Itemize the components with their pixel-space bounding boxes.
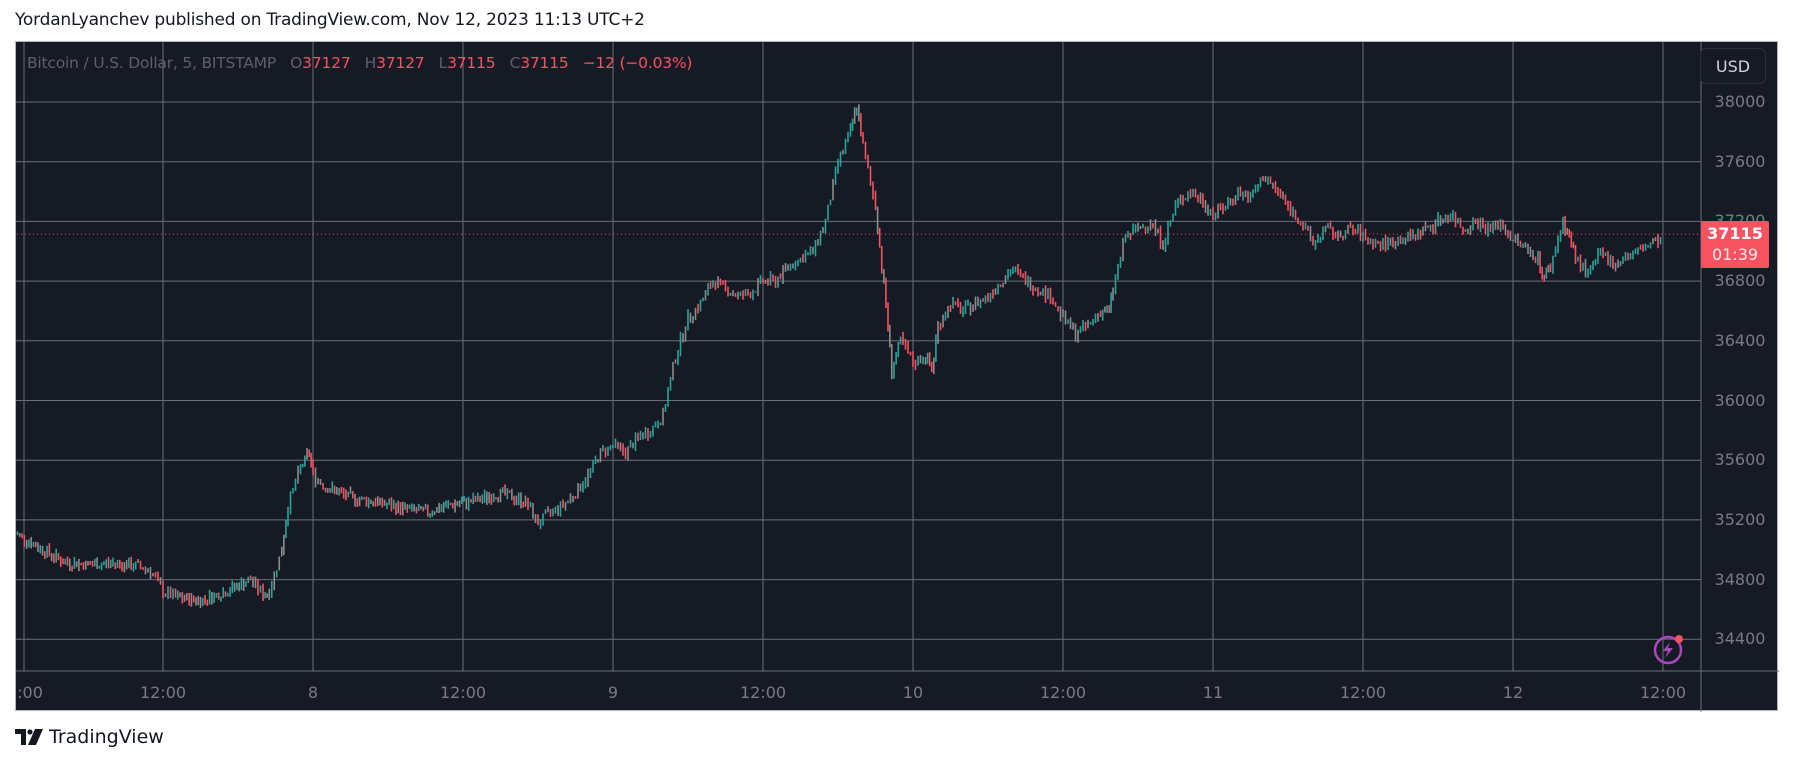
time-tick-label: 12:00 <box>439 683 487 702</box>
price-tick-label: 34800 <box>1714 569 1766 589</box>
price-tick-label: 35600 <box>1714 450 1766 470</box>
price-tick-label: 38000 <box>1714 92 1766 111</box>
high-key: H <box>364 54 377 72</box>
price-chart-canvas[interactable] <box>16 42 1779 712</box>
symbol-name: Bitcoin / U.S. Dollar, 5, BITSTAMP <box>27 54 276 72</box>
time-tick-label: 8 <box>307 683 319 702</box>
high-value: 37127 <box>376 54 425 72</box>
bar-countdown: 01:39 <box>1711 245 1759 264</box>
time-tick-label: 12:00 <box>739 683 787 702</box>
time-tick-label: 12:00 <box>1039 683 1087 702</box>
last-price: 37115 <box>1707 224 1763 243</box>
time-tick-label: 10 <box>902 683 924 702</box>
change-value: −12 (−0.03%) <box>582 54 693 72</box>
price-tick-label: 36800 <box>1714 271 1766 291</box>
tradingview-logo-icon <box>15 729 43 745</box>
publisher-line: YordanLyanchev published on TradingView.… <box>15 10 645 30</box>
brand-name: TradingView <box>49 726 164 748</box>
time-tick-label: 12:00 <box>1639 683 1687 702</box>
price-tick-label: 35200 <box>1714 509 1766 529</box>
close-key: C <box>509 54 521 72</box>
time-tick-label: 11 <box>1202 683 1224 702</box>
chart-pane[interactable]: Bitcoin / U.S. Dollar, 5, BITSTAMP O3712… <box>15 41 1779 712</box>
low-key: L <box>438 54 448 72</box>
open-value: 37127 <box>302 54 351 72</box>
price-tick-label: 37600 <box>1714 151 1766 171</box>
lightning-icon[interactable] <box>1652 632 1686 666</box>
time-tick-label: 12 <box>1502 683 1524 702</box>
time-tick-label: :00 <box>17 683 43 702</box>
symbol-legend: Bitcoin / U.S. Dollar, 5, BITSTAMP O3712… <box>27 54 692 72</box>
low-value: 37115 <box>447 54 496 72</box>
close-value: 37115 <box>520 54 569 72</box>
last-price-tag: 37115 01:39 <box>1701 221 1769 268</box>
price-tick-label: 36400 <box>1714 330 1766 350</box>
price-tick-label: 34400 <box>1714 629 1766 649</box>
time-tick-label: 12:00 <box>139 683 187 702</box>
open-key: O <box>290 54 303 72</box>
time-tick-label: 12:00 <box>1339 683 1387 702</box>
footer-brand: TradingView <box>15 726 164 748</box>
time-tick-label: 9 <box>607 683 619 702</box>
currency-button[interactable]: USD <box>1700 48 1766 84</box>
price-tick-label: 36000 <box>1714 390 1766 410</box>
